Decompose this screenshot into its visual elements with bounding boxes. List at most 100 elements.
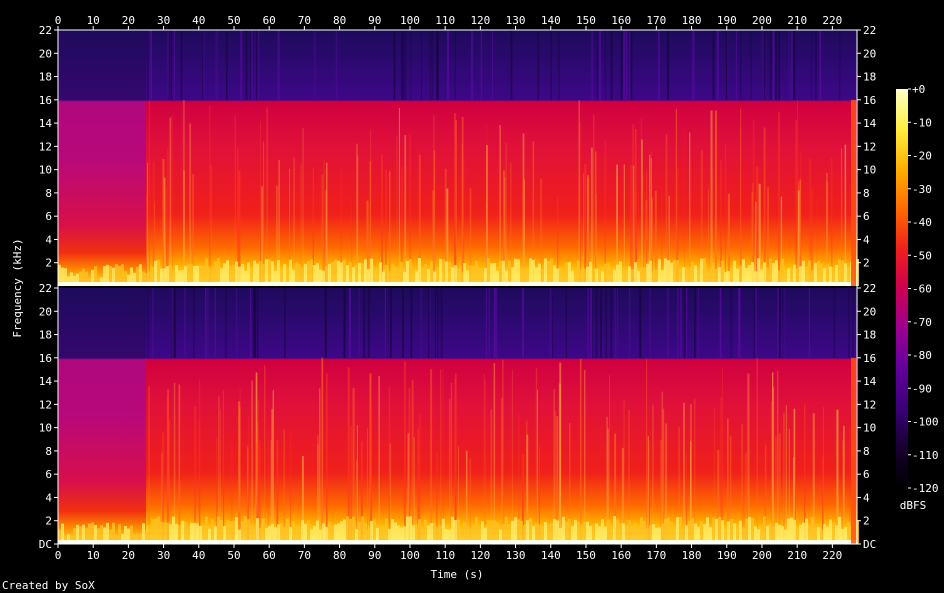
x-tick-label-top: 210 [787,14,807,27]
spectrogram-intro [58,288,146,544]
y-tick-label-left: 14 [39,375,53,388]
y-tick-label-left: 8 [45,445,52,458]
x-tick-label-top: 0 [55,14,62,27]
colorbar-tick-label: -120 [912,482,939,495]
colorbar-tick-label: -90 [912,382,932,395]
x-tick-label-bottom: 220 [822,549,842,562]
y-tick-label-left: 20 [39,305,52,318]
y-tick-label-right: 4 [863,491,870,504]
y-tick-label-right: 6 [863,468,870,481]
colorbar-tick-label: -70 [912,316,932,329]
x-tick-label-bottom: 80 [333,549,346,562]
x-tick-label-bottom: 10 [87,549,100,562]
x-tick-label-bottom: 20 [122,549,135,562]
colorbar-tick-label: -20 [912,150,932,163]
x-tick-label-top: 40 [192,14,205,27]
y-tick-label-left: 20 [39,47,52,60]
x-tick-label-top: 80 [333,14,346,27]
x-tick-label-bottom: 30 [157,549,170,562]
colorbar-tick-label: -10 [912,116,932,129]
y-tick-label-right: 14 [863,117,877,130]
y-tick-label-right: 12 [863,398,876,411]
colorbar-tick-label: -30 [912,183,932,196]
y-tick-label-left: 16 [39,352,52,365]
colorbar-tick-label: -100 [912,416,939,429]
x-tick-label-bottom: 210 [787,549,807,562]
spectrogram-end-burst [851,357,856,544]
spectrogram-low-band [58,516,859,544]
y-tick-label-left: 2 [45,515,52,528]
x-tick-label-top: 60 [263,14,276,27]
y-tick-label-right: 14 [863,375,877,388]
y-tick-label-left: 22 [39,24,52,37]
y-tick-label-right: 16 [863,94,876,107]
y-tick-label-right: 10 [863,422,876,435]
y-tick-label-left: 6 [45,210,52,223]
colorbar-tick-label: -60 [912,283,932,296]
x-tick-label-bottom: 200 [752,549,772,562]
colorbar-tick-label: -40 [912,216,932,229]
x-tick-label-top: 190 [717,14,737,27]
x-tick-label-top: 180 [682,14,702,27]
y-tick-label-left: 6 [45,468,52,481]
spectrogram-transients [146,30,847,287]
y-tick-label-right: 4 [863,233,870,246]
plot-frame [57,29,858,545]
x-tick-label-top: 160 [611,14,631,27]
x-tick-label-top: 50 [227,14,240,27]
y-tick-label-left: 8 [45,187,52,200]
y-tick-label-right: 18 [863,329,876,342]
spectrogram-panel-2 [58,288,859,544]
y-tick-label-right: 18 [863,71,876,84]
x-tick-label-top: 140 [541,14,561,27]
colorbar-tick-label: -80 [912,349,932,362]
spectrogram-low-band [58,258,859,286]
y-tick-label-right: 22 [863,282,876,295]
y-tick-label-left: 12 [39,398,52,411]
x-tick-label-top: 100 [400,14,420,27]
x-tick-label-bottom: 90 [368,549,381,562]
x-tick-label-top: 170 [646,14,666,27]
y-tick-label-right: 10 [863,164,876,177]
y-tick-label-right: 12 [863,140,876,153]
x-tick-label-bottom: 50 [227,549,240,562]
x-tick-label-bottom: 180 [682,549,702,562]
spectrogram-body [58,288,857,544]
spectrogram-intro [58,30,146,286]
y-tick-label-right: 20 [863,47,876,60]
y-tick-label-right: 6 [863,210,870,223]
y-tick-label-left: 10 [39,164,52,177]
y-tick-label-left: 18 [39,71,52,84]
y-tick-label-right: 8 [863,445,870,458]
spectrogram-panel-1 [58,30,859,287]
spectrogram-end-burst [851,99,856,287]
x-tick-label-top: 130 [506,14,526,27]
colorbar-label: dBFS [900,499,927,512]
x-axis-label: Time (s) [431,568,484,581]
x-tick-label-bottom: 160 [611,549,631,562]
y-tick-label-right: 2 [863,257,870,270]
x-tick-label-bottom: 130 [506,549,526,562]
footer-credit: Created by SoX [2,579,95,592]
x-tick-label-top: 110 [435,14,455,27]
y-tick-label-right: 20 [863,305,876,318]
x-tick-label-top: 200 [752,14,772,27]
y-tick-label-left: DC [39,538,52,551]
colorbar-tick-label: -110 [912,449,939,462]
x-tick-label-bottom: 110 [435,549,455,562]
y-tick-label-left: 18 [39,329,52,342]
y-tick-label-left: 16 [39,94,52,107]
x-tick-label-bottom: 170 [646,549,666,562]
y-tick-label-left: 4 [45,491,52,504]
y-tick-label-left: 10 [39,422,52,435]
colorbar-tick-label: +0 [912,83,925,96]
y-tick-label-left: 14 [39,117,53,130]
x-tick-label-bottom: 40 [192,549,205,562]
x-tick-label-bottom: 70 [298,549,311,562]
x-tick-label-top: 120 [470,14,490,27]
colorbar-scale [896,89,908,488]
x-tick-label-bottom: 0 [55,549,62,562]
x-tick-label-top: 30 [157,14,170,27]
